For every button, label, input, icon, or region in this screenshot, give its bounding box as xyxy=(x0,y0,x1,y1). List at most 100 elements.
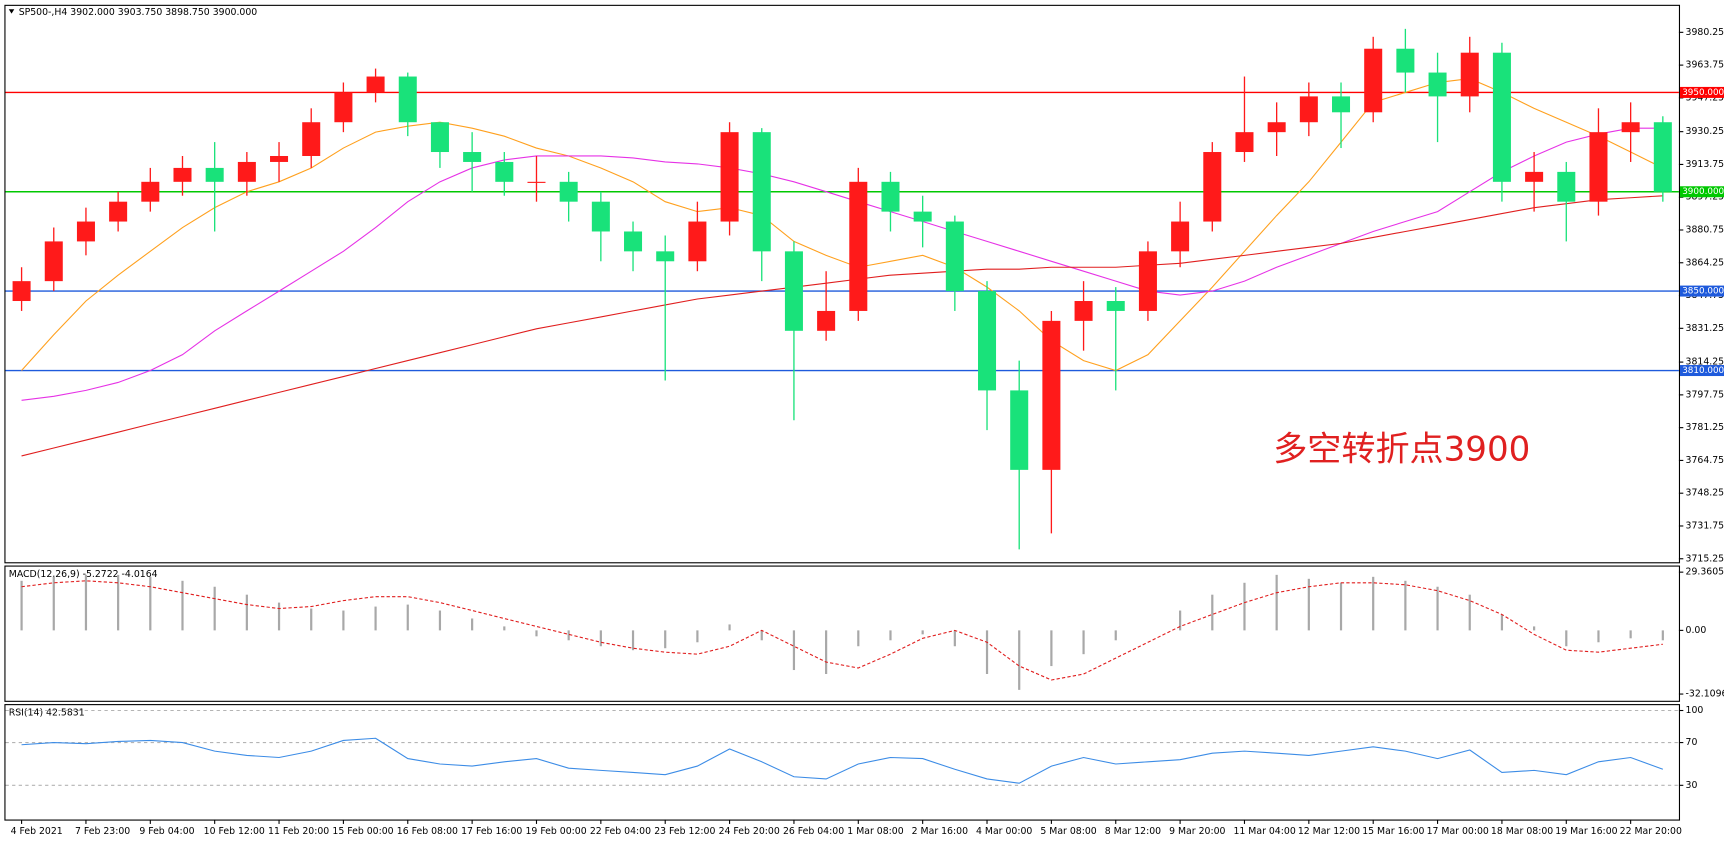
candle-body xyxy=(44,241,63,282)
macd-bar xyxy=(792,630,796,671)
macd-bar xyxy=(1211,594,1214,631)
macd-bar xyxy=(953,630,956,647)
y-tick-label: 29.3605 xyxy=(1686,567,1724,578)
y-tick-label: 3748.250 xyxy=(1686,488,1724,499)
macd-bar xyxy=(1436,586,1439,631)
x-tick-label: 23 Feb 12:00 xyxy=(654,826,715,837)
macd-bar xyxy=(20,580,23,631)
macd-bar xyxy=(1500,614,1504,631)
x-tick-label: 4 Mar 00:00 xyxy=(976,826,1032,837)
candle-body xyxy=(302,122,321,156)
macd-bar xyxy=(1629,630,1632,639)
macd-bar xyxy=(535,630,538,637)
macd-bar xyxy=(857,630,860,647)
candle-body xyxy=(784,251,803,331)
macd-bar xyxy=(1243,582,1246,631)
macd-bar xyxy=(1018,630,1021,690)
candle-body xyxy=(1171,221,1190,252)
y-tick-label: 3814.250 xyxy=(1686,357,1724,368)
moving-average xyxy=(21,195,1663,457)
candle-body xyxy=(688,221,707,262)
level-tag xyxy=(1680,365,1724,377)
y-tick-label: 3797.750 xyxy=(1686,389,1724,400)
x-tick-label: 11 Mar 04:00 xyxy=(1233,826,1295,837)
macd-bar xyxy=(149,576,152,631)
candle-body xyxy=(752,132,771,252)
y-tick-label: 70 xyxy=(1686,737,1698,748)
macd-signal xyxy=(21,580,1663,681)
candle-body xyxy=(1589,132,1608,202)
x-tick-label: 5 Mar 08:00 xyxy=(1040,826,1096,837)
level-label: 3850.000 xyxy=(1682,287,1724,297)
macd-bar xyxy=(1372,576,1375,631)
macd-bar xyxy=(1114,630,1117,641)
candle-body xyxy=(720,132,739,222)
y-tick-label: 3980.250 xyxy=(1686,27,1724,38)
x-tick-label: 17 Mar 00:00 xyxy=(1427,826,1489,837)
macd-bar xyxy=(471,618,474,631)
moving-average xyxy=(21,127,1663,401)
macd-bar xyxy=(406,604,409,631)
moving-average xyxy=(21,78,1664,372)
candle-body xyxy=(978,291,997,391)
macd-bar xyxy=(985,630,989,675)
x-tick-label: 8 Mar 12:00 xyxy=(1105,826,1161,837)
candle-body xyxy=(1106,301,1125,311)
macd-bar xyxy=(52,576,55,631)
candle-body xyxy=(913,211,932,222)
macd-bar xyxy=(1597,630,1600,643)
candle-body xyxy=(1364,48,1383,113)
candle-body xyxy=(1460,52,1479,97)
candle-body xyxy=(1235,132,1254,153)
candle-body xyxy=(1653,122,1672,192)
candle-body xyxy=(334,92,353,123)
chart-title: SP500-,H4 3902.000 3903.750 3898.750 390… xyxy=(19,7,258,18)
level-label: 3810.000 xyxy=(1682,366,1724,376)
candle-body xyxy=(881,181,900,212)
macd-bar xyxy=(1468,594,1471,631)
candle-body xyxy=(1396,48,1415,73)
macd-title: MACD(12,26,9) -5.2722 -4.0164 xyxy=(9,569,158,580)
y-tick-label: 3715.250 xyxy=(1686,553,1724,564)
macd-bar xyxy=(374,606,377,631)
x-tick-label: 16 Feb 08:00 xyxy=(397,826,458,837)
candle-body xyxy=(559,181,578,202)
y-tick-label: 100 xyxy=(1686,705,1704,716)
x-tick-label: 7 Feb 23:00 xyxy=(75,826,130,837)
candle-body xyxy=(463,152,482,162)
macd-bar xyxy=(342,610,345,631)
candle-body xyxy=(1138,251,1157,311)
y-tick-label: 3864.250 xyxy=(1686,257,1724,268)
y-tick-label: 3831.250 xyxy=(1686,323,1724,334)
macd-bar xyxy=(117,574,120,631)
y-tick-label: 3781.250 xyxy=(1686,422,1724,433)
macd-bar xyxy=(1050,630,1053,667)
level-tag xyxy=(1680,186,1724,198)
candle-body xyxy=(495,161,514,182)
candle-body xyxy=(430,122,449,153)
candle-body xyxy=(1557,171,1576,202)
macd-bar xyxy=(213,586,216,631)
x-tick-label: 1 Mar 08:00 xyxy=(847,826,903,837)
y-tick-label: 3930.250 xyxy=(1686,126,1724,137)
macd-bar xyxy=(889,630,892,641)
candle-body xyxy=(12,281,31,302)
level-label: 3950.000 xyxy=(1682,88,1724,98)
x-tick-label: 15 Feb 00:00 xyxy=(332,826,393,837)
candle-body xyxy=(398,76,417,123)
y-tick-label: 3963.750 xyxy=(1686,60,1724,71)
rsi-line xyxy=(21,737,1664,784)
price-panel xyxy=(4,4,1681,564)
candle-body xyxy=(1267,122,1286,133)
candle-body xyxy=(1010,390,1029,470)
candle-body xyxy=(1042,320,1061,470)
x-tick-label: 11 Feb 20:00 xyxy=(268,826,329,837)
macd-bar xyxy=(181,580,184,631)
macd-bar xyxy=(245,594,248,631)
y-tick-label: 3764.750 xyxy=(1686,455,1724,466)
rsi-panel xyxy=(4,704,1681,821)
macd-bar xyxy=(760,630,763,641)
level-label: 3900.000 xyxy=(1682,187,1724,197)
